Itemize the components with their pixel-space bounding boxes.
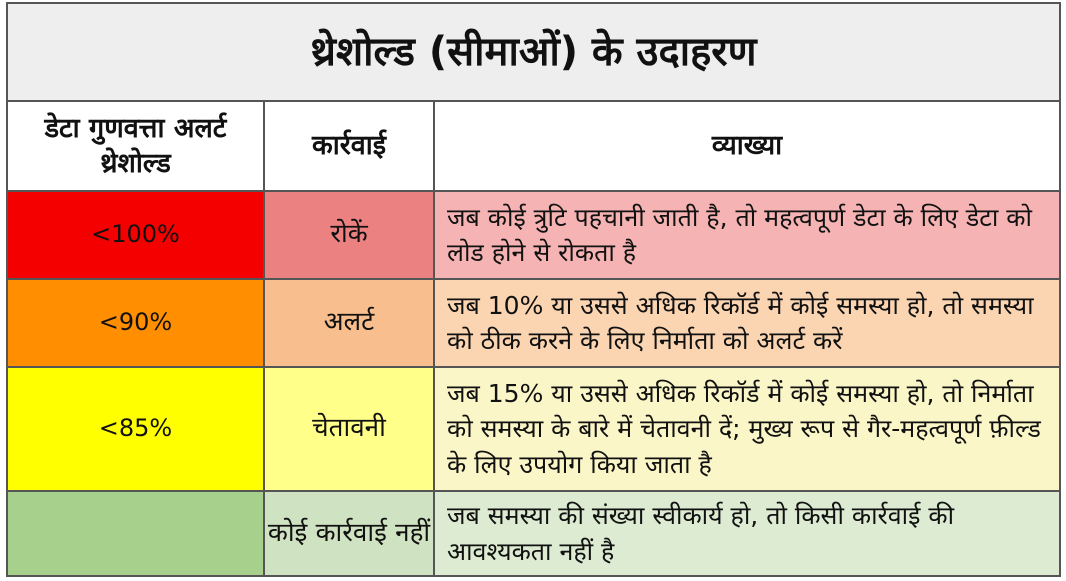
row-2-explanation: जब 10% या उससे अधिक रिकॉर्ड में कोई समस्…	[435, 280, 1059, 368]
table-title: थ्रेशोल्ड (सीमाओं) के उदाहरण	[8, 4, 1059, 102]
row-4-threshold	[8, 492, 265, 575]
row-3-threshold: <85%	[8, 368, 265, 492]
row-2-threshold: <90%	[8, 280, 265, 368]
row-3-action: चेतावनी	[265, 368, 435, 492]
row-2-action: अलर्ट	[265, 280, 435, 368]
row-4-explanation: जब समस्या की संख्या स्वीकार्य हो, तो किस…	[435, 492, 1059, 575]
header-explanation: व्याख्या	[435, 102, 1059, 192]
threshold-table: थ्रेशोल्ड (सीमाओं) के उदाहरण डेटा गुणवत्…	[6, 2, 1061, 577]
row-1-explanation: जब कोई त्रुटि पहचानी जाती है, तो महत्वपू…	[435, 192, 1059, 280]
header-action: कार्रवाई	[265, 102, 435, 192]
row-1-threshold: <100%	[8, 192, 265, 280]
row-3-explanation: जब 15% या उससे अधिक रिकॉर्ड में कोई समस्…	[435, 368, 1059, 492]
row-1-action: रोकें	[265, 192, 435, 280]
row-4-action: कोई कार्रवाई नहीं	[265, 492, 435, 575]
header-threshold: डेटा गुणवत्ता अलर्ट थ्रेशोल्ड	[8, 102, 265, 192]
